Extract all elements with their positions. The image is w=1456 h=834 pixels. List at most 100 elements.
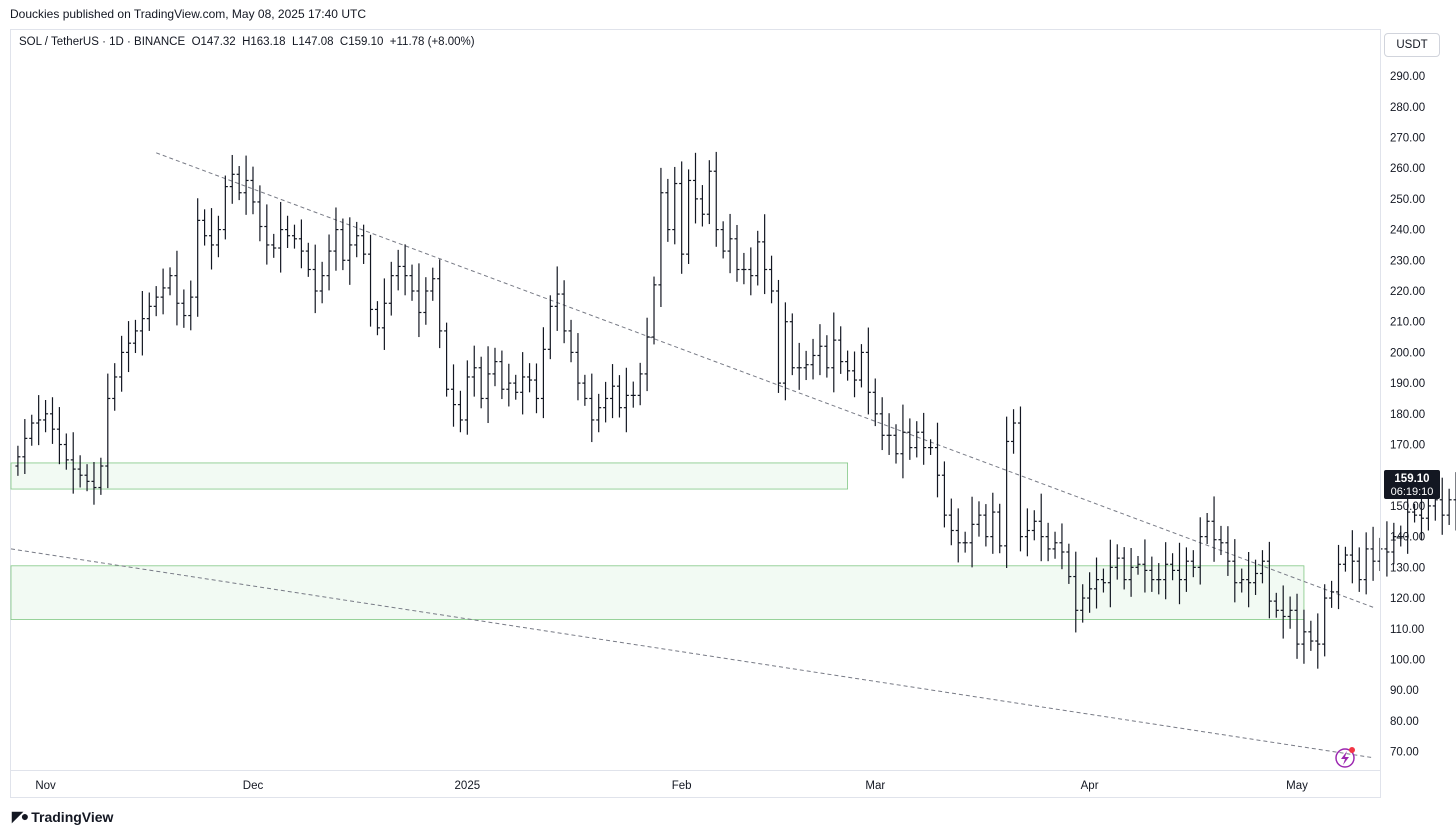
ohlc-bar — [1363, 532, 1369, 595]
ohlc-bar — [1170, 553, 1176, 581]
ohlc-bar — [672, 166, 678, 245]
ohlc-bar — [298, 219, 304, 269]
ohlc-bar — [1087, 572, 1093, 613]
price-axis: 70.00 80.00 90.00 100.00 110.00 120.00 130.00 1… — [1380, 30, 1425, 798]
legend-symbol[interactable]: SOL / TetherUS · 1D · BINANCE — [19, 36, 186, 48]
ohlc-bar — [285, 215, 291, 249]
ohlc-bar — [43, 400, 49, 433]
legend-change: +11.78 (+8.00%) — [389, 36, 475, 48]
ohlc-bar — [527, 363, 533, 393]
ohlc-bar — [209, 208, 215, 270]
ohlc-bar — [1446, 488, 1452, 525]
price-tick-label: 220.00 — [1390, 286, 1425, 298]
price-tick-label: 150.00 — [1390, 501, 1425, 513]
tradingview-logo[interactable]: ◤● TradingView — [12, 808, 113, 825]
ohlc-bar — [1107, 539, 1113, 608]
ohlc-bar — [1246, 551, 1252, 608]
ohlc-bar — [451, 364, 457, 427]
alert-icon[interactable] — [1335, 747, 1355, 768]
ohlc-bar — [1142, 539, 1148, 593]
ohlc-bar — [15, 445, 21, 476]
ohlc-bar — [775, 279, 781, 393]
ohlc-bar — [589, 373, 595, 443]
ohlc-bar — [457, 390, 463, 433]
ohlc-bar — [699, 185, 705, 227]
ohlc-bar — [1135, 555, 1141, 575]
currency-button[interactable]: USDT — [1384, 33, 1440, 57]
time-axis: Nov Dec 2025 Feb Mar Apr May — [10, 770, 1381, 792]
last-price-value: 159.10 — [1394, 473, 1429, 485]
bar-countdown: 06:19:10 — [1391, 486, 1434, 498]
price-tick-label: 110.00 — [1390, 624, 1424, 636]
price-tick-label: 140.00 — [1390, 532, 1425, 544]
ohlc-bar — [215, 215, 221, 258]
ohlc-bar — [368, 234, 374, 327]
ohlc-bar — [520, 352, 526, 415]
support-zones — [10, 462, 1305, 620]
ohlc-bar — [513, 374, 519, 400]
ohlc-bar — [1204, 512, 1210, 545]
ohlc-bar — [893, 424, 899, 464]
ohlc-bar — [1073, 551, 1079, 633]
ohlc-bar — [354, 221, 360, 258]
ohlc-bar — [533, 363, 539, 414]
ohlc-bar — [84, 464, 90, 492]
ohlc-bar — [644, 317, 650, 392]
ohlc-bar — [934, 422, 940, 498]
price-tick-label: 290.00 — [1390, 71, 1425, 83]
ohlc-bar — [402, 244, 408, 296]
ohlc-bar — [444, 322, 450, 397]
ohlc-bar — [146, 292, 152, 331]
ohlc-bar — [810, 338, 816, 380]
price-tick-label: 100.00 — [1390, 654, 1425, 666]
ohlc-bar — [1239, 568, 1245, 593]
ohlc-bar — [1031, 510, 1037, 541]
ohlc-bar — [395, 249, 401, 291]
ohlc-bar — [319, 261, 325, 304]
ohlc-bar — [741, 252, 747, 285]
ohlc-bar — [1336, 544, 1342, 610]
ohlc-bar — [603, 381, 609, 423]
ohlc-bar — [789, 313, 795, 376]
ohlc-bar — [720, 221, 726, 259]
ohlc-bar — [257, 185, 263, 242]
ohlc-bar — [36, 395, 42, 446]
ohlc-bar — [1038, 493, 1044, 562]
ohlc-bar — [22, 419, 28, 474]
ohlc-bar — [1412, 503, 1418, 523]
ohlc-bar — [803, 350, 809, 381]
ohlc-bar — [499, 350, 505, 400]
ohlc-bar — [112, 363, 118, 411]
trendlines — [10, 152, 1374, 759]
ohlc-bar — [907, 418, 913, 460]
ohlc-bar — [381, 278, 387, 350]
ohlc-bar — [340, 218, 346, 271]
ohlc-bar — [610, 364, 616, 419]
price-tick-label: 90.00 — [1390, 685, 1419, 697]
ohlc-bar — [1197, 517, 1203, 585]
ohlc-bar — [222, 175, 228, 240]
ohlc-bar — [845, 350, 851, 381]
ohlc-bar — [1266, 541, 1272, 619]
ohlc-bar — [202, 209, 208, 246]
ohlc-bar — [98, 457, 104, 495]
ohlc-bar — [153, 286, 159, 317]
ohlc-bar — [29, 414, 35, 446]
ohlc-bar — [1225, 526, 1231, 576]
ohlc-bar — [928, 439, 934, 455]
ohlc-bar — [312, 244, 318, 314]
ohlc-bar — [126, 321, 132, 373]
ohlc-bar — [900, 404, 906, 479]
ohlc-bar — [478, 356, 484, 409]
ohlc-bar — [1128, 548, 1134, 597]
price-tick-label: 80.00 — [1390, 716, 1419, 728]
ohlc-bar — [651, 276, 657, 345]
ohlc-bar — [616, 375, 622, 418]
ohlc-bar — [388, 261, 394, 316]
ohlc-bar — [506, 363, 512, 407]
ohlc-bar — [1183, 547, 1189, 592]
ohlc-bar — [471, 345, 477, 397]
ohlc-bar — [49, 397, 55, 444]
